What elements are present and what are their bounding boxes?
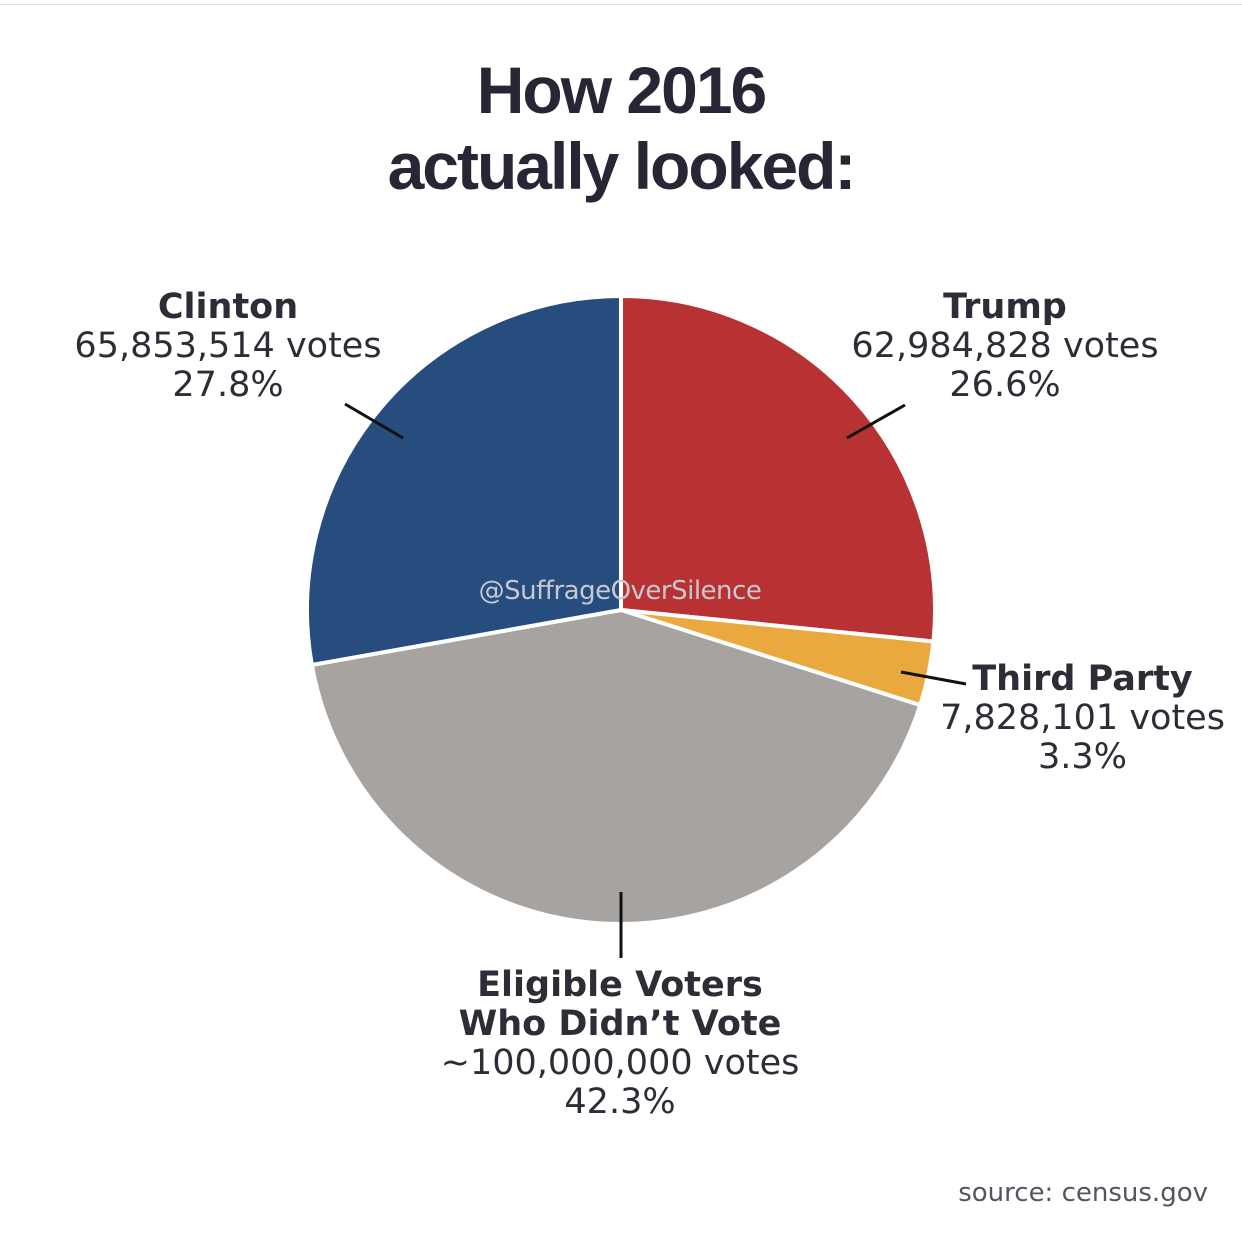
trump-slice bbox=[619, 294, 937, 644]
clinton-label: Clinton 65,853,514 votes 27.8% bbox=[40, 288, 416, 405]
third-party-leader-line bbox=[900, 670, 967, 686]
trump-label: Trump 62,984,828 votes 26.6% bbox=[820, 288, 1190, 405]
third-party-votes: 7,828,101 votes bbox=[940, 698, 1225, 738]
top-divider bbox=[0, 4, 1242, 5]
clinton-percent: 27.8% bbox=[172, 365, 284, 405]
chart-title: How 2016 actually looked: bbox=[0, 52, 1242, 204]
clinton-votes: 65,853,514 votes bbox=[74, 326, 382, 366]
trump-name: Trump bbox=[943, 287, 1067, 327]
trump-leader-line bbox=[846, 403, 906, 440]
watermark: @SuffrageOverSilence bbox=[478, 576, 762, 606]
source-note: source: census.gov bbox=[958, 1178, 1208, 1208]
trump-percent: 26.6% bbox=[949, 365, 1061, 405]
title-line-2: actually looked: bbox=[387, 129, 857, 203]
third-party-name: Third Party bbox=[972, 659, 1193, 699]
title-line-1: How 2016 bbox=[476, 53, 767, 127]
clinton-name: Clinton bbox=[157, 287, 299, 327]
trump-votes: 62,984,828 votes bbox=[851, 326, 1159, 366]
clinton-slice bbox=[305, 294, 623, 667]
nonvoters-percent: 42.3% bbox=[564, 1082, 676, 1122]
nonvoters-slice bbox=[309, 608, 923, 926]
third-party-percent: 3.3% bbox=[1038, 737, 1127, 777]
nonvoters-votes: ~100,000,000 votes bbox=[440, 1043, 800, 1083]
nonvoters-label: Eligible Voters Who Didn’t Vote ~100,000… bbox=[400, 966, 840, 1122]
third-party-label: Third Party 7,828,101 votes 3.3% bbox=[930, 660, 1235, 777]
nonvoters-name-line-2: Who Didn’t Vote bbox=[458, 1004, 782, 1044]
nonvoters-name-line-1: Eligible Voters bbox=[477, 965, 763, 1005]
clinton-leader-line bbox=[344, 402, 404, 440]
